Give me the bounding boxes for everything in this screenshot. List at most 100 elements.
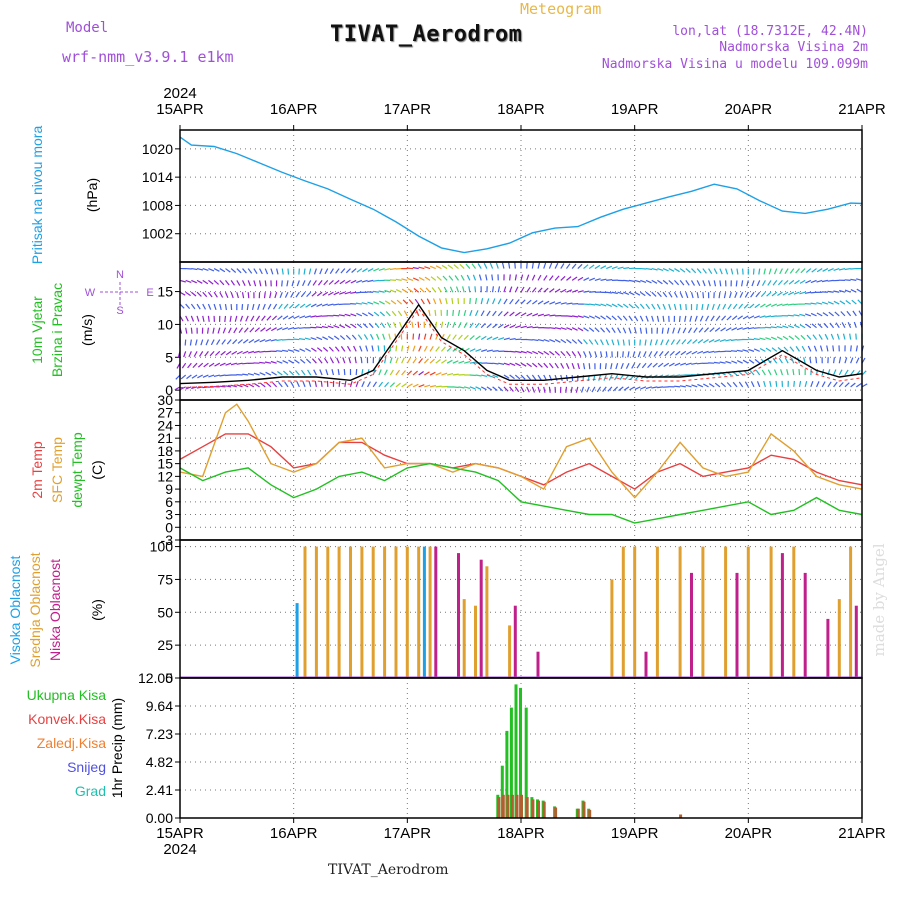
wind-arrow bbox=[708, 350, 715, 354]
wind-arrow bbox=[594, 264, 601, 270]
wind-arrow bbox=[389, 357, 393, 364]
cloud-mid-bar bbox=[849, 546, 853, 678]
wind-arrow bbox=[657, 268, 664, 271]
wind-arrow bbox=[323, 357, 329, 364]
wind-arrow bbox=[316, 336, 323, 341]
wind-arrow bbox=[679, 268, 686, 273]
wind-arrow bbox=[480, 322, 486, 329]
wind-arrow bbox=[295, 370, 300, 376]
wind-arrow bbox=[509, 338, 516, 341]
wind-arrow bbox=[492, 310, 497, 317]
wind-arrow bbox=[350, 279, 357, 284]
wind-arrow bbox=[319, 268, 323, 275]
wind-arrow bbox=[486, 349, 493, 352]
wind-arrow bbox=[588, 315, 595, 319]
wind-arrow bbox=[486, 336, 493, 341]
wind-arrow bbox=[219, 279, 225, 286]
wind-arrow bbox=[543, 275, 548, 281]
y-tick-label: 5 bbox=[165, 349, 173, 365]
wind-arrow bbox=[652, 362, 658, 368]
wind-arrow bbox=[300, 358, 306, 364]
wind-arrow bbox=[658, 351, 664, 357]
wind-arrow bbox=[632, 351, 636, 358]
wind-arrow bbox=[861, 383, 868, 388]
wind-arrow bbox=[431, 287, 437, 293]
wind-arrow bbox=[213, 303, 217, 310]
wind-arrow bbox=[418, 371, 424, 376]
wind-arrow bbox=[469, 335, 475, 340]
wind-arrow bbox=[355, 368, 358, 376]
wind-arrow bbox=[407, 383, 413, 388]
wind-arrow bbox=[196, 279, 203, 284]
wind-arrow bbox=[441, 359, 447, 364]
wind-arrow bbox=[361, 302, 368, 305]
wind-arrow bbox=[441, 264, 448, 270]
rain-convective-bar bbox=[588, 809, 592, 818]
wind-arrow bbox=[763, 380, 766, 388]
wind-arrow bbox=[714, 382, 721, 388]
cloud-low-bar bbox=[803, 572, 807, 678]
cloud-low-bar bbox=[735, 572, 739, 678]
wind-arrow bbox=[462, 286, 465, 293]
rain-total-bar bbox=[500, 765, 504, 818]
wind-arrow bbox=[361, 369, 364, 376]
wind-arrow bbox=[732, 303, 738, 310]
wind-arrow bbox=[786, 369, 789, 376]
wind-arrow bbox=[205, 339, 209, 346]
wind-arrow bbox=[736, 268, 739, 275]
cloud-mid-bar bbox=[746, 546, 750, 678]
wind-arrow bbox=[696, 292, 699, 299]
wind-arrow bbox=[241, 292, 245, 299]
wind-arrow bbox=[549, 301, 556, 305]
wind-arrow bbox=[492, 323, 498, 329]
wind-arrow bbox=[486, 298, 490, 305]
wind-arrow bbox=[705, 315, 710, 322]
wind-arrow bbox=[708, 383, 715, 388]
wind-arrow bbox=[188, 351, 192, 358]
wind-arrow bbox=[588, 264, 595, 270]
wind-arrow bbox=[549, 338, 556, 343]
wind-arrow bbox=[611, 339, 615, 346]
wind-arrow bbox=[699, 315, 704, 322]
wind-arrow bbox=[474, 286, 477, 293]
wind-arrow bbox=[783, 346, 789, 352]
rain-total-bar bbox=[505, 730, 509, 818]
wind-arrow bbox=[727, 303, 732, 310]
wind-arrow bbox=[729, 292, 732, 299]
wind-arrow bbox=[543, 314, 550, 317]
wind-arrow bbox=[784, 357, 789, 364]
wind-arrow bbox=[657, 279, 663, 285]
wind-arrow bbox=[577, 327, 584, 332]
wind-arrow bbox=[653, 351, 658, 357]
wind-arrow bbox=[337, 369, 340, 376]
year-label-bottom: 2024 bbox=[163, 841, 196, 858]
wind-arrow bbox=[594, 315, 601, 320]
wind-arrow bbox=[492, 386, 498, 391]
wind-arrow bbox=[261, 315, 266, 321]
wind-arrow bbox=[793, 314, 800, 317]
cloud-low-bar bbox=[854, 605, 858, 678]
legend-konvek: Konvek.Kisa bbox=[28, 711, 106, 727]
wind-ylabel: (m/s) bbox=[79, 314, 95, 346]
wind-arrow bbox=[278, 381, 283, 388]
wind-arrow bbox=[800, 334, 806, 340]
wind-arrow bbox=[248, 383, 255, 388]
wind-arrow bbox=[577, 290, 584, 293]
wind-arrow bbox=[685, 384, 692, 388]
wind-arrow bbox=[565, 350, 571, 357]
wind-arrow bbox=[245, 315, 249, 322]
wind-arrow bbox=[367, 279, 374, 283]
wind-arrow bbox=[554, 288, 561, 293]
wind-arrow bbox=[339, 335, 346, 340]
legend-grad: Grad bbox=[75, 783, 106, 799]
wind-arrow bbox=[368, 322, 374, 329]
wind-arrow bbox=[384, 357, 387, 364]
wind-arrow bbox=[526, 326, 533, 329]
wind-arrow bbox=[340, 268, 346, 274]
wind-arrow bbox=[265, 338, 272, 342]
y-tick-label: 12.05 bbox=[138, 670, 173, 686]
wind-arrow bbox=[345, 268, 351, 274]
wind-arrow bbox=[852, 310, 857, 317]
wind-arrow bbox=[412, 267, 419, 270]
wind-arrow bbox=[407, 277, 414, 281]
